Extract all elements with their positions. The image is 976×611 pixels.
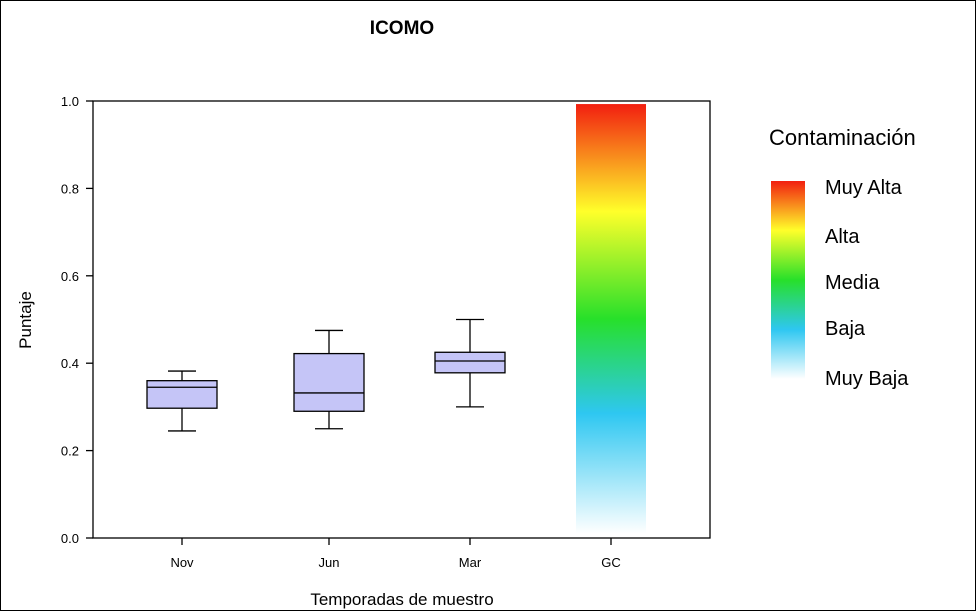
legend-label: Muy Alta xyxy=(825,177,903,199)
x-axis-title: Temporadas de muestro xyxy=(310,590,493,609)
legend-label: Alta xyxy=(825,226,860,248)
y-tick-label: 0.2 xyxy=(61,444,79,459)
box-mar xyxy=(434,318,506,408)
box-jun xyxy=(293,329,365,430)
legend-gradient xyxy=(771,181,805,379)
x-tick-label: GC xyxy=(601,555,621,570)
legend-label: Baja xyxy=(825,318,866,340)
chart-title: ICOMO xyxy=(370,18,434,39)
box-iqr xyxy=(293,352,365,412)
y-tick-label: 1.0 xyxy=(61,94,79,109)
legend-title: Contaminación xyxy=(769,125,916,150)
box-iqr xyxy=(146,380,218,409)
y-tick-label: 0.0 xyxy=(61,531,79,546)
y-axis-title: Puntaje xyxy=(16,291,35,349)
box-nov xyxy=(146,370,218,432)
plot-frame xyxy=(92,100,711,539)
box-iqr xyxy=(434,351,506,374)
x-tick-label: Jun xyxy=(319,555,340,570)
legend: Contaminación Muy Alta Alta Media Baja Muy B… xyxy=(769,125,916,390)
gc-gradient-bar xyxy=(576,104,646,534)
legend-label: Media xyxy=(825,272,880,294)
legend-label: Muy Baja xyxy=(825,368,909,390)
y-tick-label: 0.6 xyxy=(61,269,79,284)
x-tick-label: Mar xyxy=(459,555,482,570)
plot-area: 0.0 0.2 0.4 0.6 0.8 1.0 Nov Jun Mar GC xyxy=(61,94,711,570)
y-tick-label: 0.8 xyxy=(61,181,79,196)
y-tick-label: 0.4 xyxy=(61,356,79,371)
x-tick-label: Nov xyxy=(170,555,194,570)
